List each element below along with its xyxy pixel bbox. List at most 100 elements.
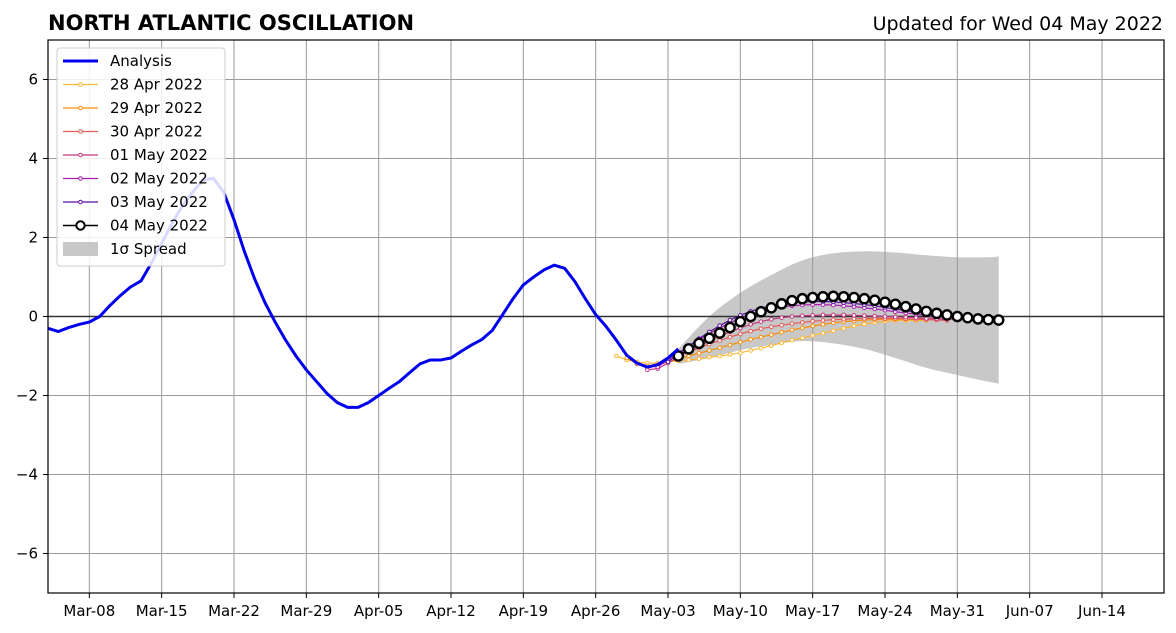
legend-entry: 04 May 2022 — [63, 217, 208, 235]
forecast-point — [696, 356, 702, 362]
forecast-point — [738, 331, 743, 337]
legend-items: Analysis 28 Apr 2022 29 Apr 2022 30 Apr 202… — [63, 52, 208, 258]
forecast-point — [758, 334, 764, 340]
forecast-point — [841, 312, 846, 318]
forecast-point — [837, 290, 850, 303]
legend-entry: 02 May 2022 — [63, 170, 208, 188]
legend-box — [56, 47, 226, 267]
forecast-point — [796, 292, 809, 305]
forecast-point — [848, 291, 860, 304]
legend-label: 28 Apr 2022 — [110, 76, 203, 94]
y-tick-label: −2 — [16, 387, 38, 405]
forecast-point — [972, 313, 984, 325]
legend-marker — [75, 220, 86, 231]
x-tick-label: Mar-22 — [208, 602, 260, 620]
forecast-point — [930, 307, 943, 320]
legend-label: 04 May 2022 — [110, 217, 208, 235]
forecast-point — [769, 324, 774, 330]
forecast-point — [713, 327, 726, 339]
forecast-point — [872, 313, 877, 319]
forecast-point — [707, 348, 712, 353]
x-tick-label: May-31 — [930, 602, 985, 620]
forecast-point — [817, 290, 829, 303]
forecast-point — [810, 313, 815, 318]
forecast-point — [748, 322, 753, 327]
forecast-point — [755, 305, 767, 318]
forecast-point — [748, 328, 753, 334]
legend-label: 29 Apr 2022 — [110, 99, 203, 117]
x-tick-label: May-10 — [713, 602, 768, 620]
forecast-point — [727, 334, 733, 340]
forecast-point — [789, 314, 795, 319]
forecast-point — [851, 323, 857, 329]
forecast-point — [717, 338, 722, 343]
forecast-point — [734, 315, 747, 328]
forecast-point — [903, 314, 908, 320]
forecast-point — [717, 323, 722, 328]
legend-marker — [78, 152, 83, 158]
chart-subtitle: Updated for Wed 04 May 2022 — [873, 13, 1163, 35]
x-tick-label: Apr-05 — [354, 602, 404, 620]
forecast-point — [961, 311, 974, 324]
legend-swatch — [63, 242, 98, 256]
x-tick-label: May-03 — [640, 602, 695, 620]
legend-marker — [78, 176, 83, 181]
forecast-point — [810, 318, 815, 324]
forecast-point — [810, 333, 815, 338]
x-tick-label: Jun-07 — [1005, 602, 1054, 620]
forecast-point — [982, 313, 995, 326]
forecast-point — [882, 314, 888, 319]
forecast-point — [789, 337, 795, 343]
y-tick-label: 2 — [28, 229, 38, 247]
y-tick-label: −6 — [16, 545, 38, 563]
forecast-point — [703, 332, 716, 345]
forecast-point — [868, 294, 881, 307]
legend-marker — [78, 199, 83, 205]
forecast-point — [765, 302, 778, 314]
forecast-point — [727, 317, 733, 323]
forecast-point — [889, 298, 902, 311]
legend-marker — [78, 105, 83, 111]
forecast-point — [831, 328, 836, 334]
legend-entry: 29 Apr 2022 — [63, 99, 203, 117]
legend-entry: 1σ Spread — [63, 240, 187, 258]
y-tick-label: −4 — [16, 466, 38, 484]
forecast-point — [748, 337, 753, 342]
forecast-point — [665, 359, 671, 365]
forecast-point — [779, 315, 784, 320]
legend-label: 30 Apr 2022 — [110, 123, 203, 141]
legend-label: Analysis — [110, 52, 172, 70]
forecast-point — [686, 357, 691, 363]
forecast-point — [806, 291, 819, 304]
forecast-point — [800, 325, 805, 331]
x-tick-label: May-24 — [857, 602, 912, 620]
forecast-point — [779, 340, 784, 346]
forecast-point — [820, 330, 826, 336]
forecast-point — [769, 316, 774, 322]
forecast-point — [717, 345, 722, 351]
forecast-point — [727, 342, 733, 348]
forecast-point — [614, 353, 619, 359]
x-tick-label: May-17 — [785, 602, 840, 620]
forecast-point — [696, 350, 702, 356]
forecast-point — [827, 290, 840, 303]
plot-area — [47, 39, 1165, 594]
forecast-point — [645, 367, 650, 373]
forecast-point — [717, 353, 722, 359]
x-tick-label: Apr-19 — [499, 602, 549, 620]
forecast-point — [682, 343, 695, 355]
spread-layer — [678, 251, 999, 384]
forecast-point — [738, 350, 743, 356]
chart-title: NORTH ATLANTIC OSCILLATION — [48, 11, 414, 35]
forecast-point — [820, 312, 826, 318]
forecast-point — [786, 294, 798, 307]
forecast-point — [707, 354, 712, 360]
forecast-point — [758, 345, 764, 351]
axis-layer: Mar-08 Mar-15 Mar-22 Mar-29 Apr-05 Apr-12 Apr-… — [16, 71, 1126, 621]
forecast-point — [686, 353, 691, 359]
forecast-point — [744, 310, 757, 323]
forecast-point — [800, 335, 805, 341]
forecast-point — [951, 310, 964, 323]
forecast-point — [893, 314, 898, 320]
forecast-point — [800, 313, 805, 319]
